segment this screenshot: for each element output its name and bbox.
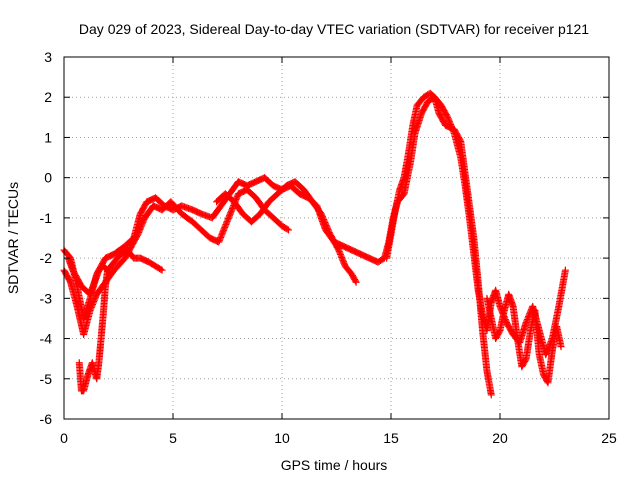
data-point <box>487 391 495 399</box>
series-trace-4 <box>213 178 360 286</box>
trace-mark <box>351 277 359 285</box>
series-trace-3 <box>64 246 166 298</box>
data-points <box>60 89 569 399</box>
y-tick-label: -2 <box>40 250 53 266</box>
data-point <box>561 266 569 274</box>
chart-title: Day 029 of 2023, Sidereal Day-to-day VTE… <box>79 21 589 37</box>
x-tick-label: 5 <box>169 430 177 446</box>
y-tick-label: -3 <box>40 290 53 306</box>
y-tick-label: 3 <box>44 49 52 65</box>
series-trace-7 <box>483 290 565 387</box>
x-tick-label: 15 <box>383 430 399 446</box>
x-tick-label: 25 <box>601 430 617 446</box>
data-point <box>557 343 565 351</box>
y-tick-label: -6 <box>40 411 53 427</box>
data-point <box>352 278 360 286</box>
x-tick-label: 20 <box>492 430 508 446</box>
y-tick-label: 2 <box>44 89 52 105</box>
y-tick-label: 0 <box>44 170 52 186</box>
y-tick-label: -5 <box>40 371 53 387</box>
plot-frame <box>63 56 610 420</box>
x-tick-label: 10 <box>274 430 290 446</box>
series-trace-5 <box>383 89 569 359</box>
data-point <box>104 266 112 274</box>
series-trace-6 <box>75 266 112 395</box>
trace-mark <box>283 225 291 233</box>
x-axis-label: GPS time / hours <box>281 457 388 473</box>
trace-mark <box>157 265 165 273</box>
y-axis-label: SDTVAR / TECUs <box>5 182 21 294</box>
y-tick-label: -1 <box>40 210 53 226</box>
data-point <box>158 266 166 274</box>
data-point <box>285 226 293 234</box>
axis-ticks <box>63 56 610 420</box>
y-tick-label: -4 <box>40 331 53 347</box>
grid-lines <box>64 57 609 419</box>
x-tick-label: 0 <box>60 430 68 446</box>
y-tick-label: 1 <box>44 129 52 145</box>
